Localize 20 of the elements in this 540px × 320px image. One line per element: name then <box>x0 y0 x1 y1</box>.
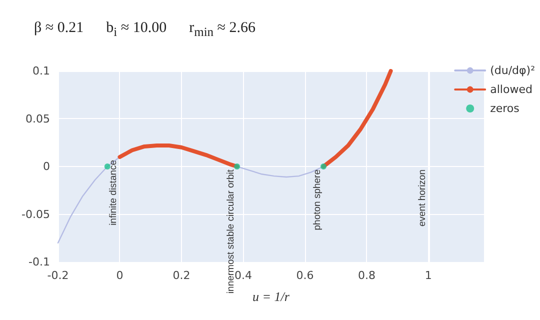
x-axis-title: u = 1/r <box>252 289 290 304</box>
y-tick-label: 0.1 <box>32 64 50 78</box>
chart-title: β ≈ 0.21 b$_{i}$ ≈ 10.00 r$_{min}$ ≈ 2.66 <box>34 20 256 40</box>
y-tick-label: -0.05 <box>22 208 50 221</box>
x-tick-label: 0.8 <box>358 269 376 282</box>
x-tick-label: 1 <box>424 269 432 282</box>
y-tick-label: 0 <box>43 160 50 173</box>
annotation: photon sphere <box>312 170 323 230</box>
x-tick-label: 0.2 <box>172 269 190 282</box>
ref-line-label: event horizon <box>416 170 428 227</box>
annotation: infinite distance <box>108 160 120 226</box>
legend-label: zeros <box>490 102 520 115</box>
y-tick-label: 0.05 <box>26 112 50 126</box>
legend-label: (du/dφ)² <box>490 64 536 77</box>
x-tick-label: -0.2 <box>47 269 69 282</box>
legend-label: allowed <box>490 83 532 96</box>
x-tick-label: 0 <box>116 269 124 282</box>
x-tick-label: 0.4 <box>234 269 252 282</box>
x-tick-label: 0.6 <box>296 269 314 282</box>
y-tick-label: -0.1 <box>28 256 50 268</box>
